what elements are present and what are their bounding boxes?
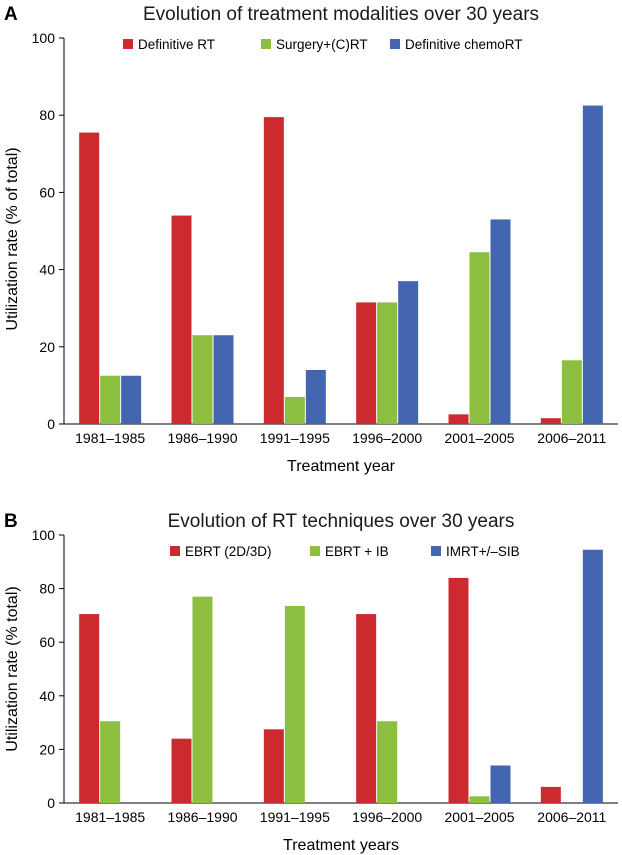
- panel-letter-a: A: [4, 4, 18, 25]
- bar-definitive-rt-1991-1995: [263, 117, 284, 424]
- x-tick-label: 2001–2005: [444, 809, 514, 825]
- y-axis-label-b: Utilization rate (% total): [4, 586, 21, 751]
- y-tick-label: 0: [47, 795, 55, 811]
- legend-swatch-ebrt-2d3d: [170, 546, 180, 556]
- bar-ebrt-ib-1981-1985: [100, 721, 121, 803]
- y-tick-label: 100: [32, 527, 56, 543]
- bar-ebrt-2d-3d-2001-2005: [448, 577, 469, 803]
- bar-imrt-sib-2006-2011: [582, 549, 603, 803]
- x-tick-label: 1996–2000: [352, 430, 422, 446]
- x-axis-label-b: Treatment years: [283, 837, 399, 854]
- bar-ebrt-ib-1986-1990: [192, 596, 213, 803]
- y-tick-label: 60: [39, 184, 55, 200]
- x-tick-label: 1991–1995: [260, 809, 330, 825]
- x-tick-label: 1981–1985: [75, 809, 145, 825]
- bar-definitive-chemort-1986-1990: [213, 335, 234, 424]
- legend-label-ebrt-2d3d: EBRT (2D/3D): [185, 544, 272, 559]
- x-tick-label: 1986–1990: [167, 430, 237, 446]
- y-tick-label: 60: [39, 634, 55, 650]
- panel-letter-b: B: [4, 511, 18, 532]
- x-tick-label: 1981–1985: [75, 430, 145, 446]
- y-tick-label: 20: [39, 741, 55, 757]
- bar-definitive-chemort-1996-2000: [398, 281, 419, 424]
- y-tick-label: 0: [47, 416, 55, 432]
- bar-surgery-c-rt-1981-1985: [100, 375, 121, 424]
- bar-definitive-chemort-1981-1985: [121, 375, 142, 424]
- bar-ebrt-ib-2001-2005: [469, 796, 490, 803]
- y-axis-label-a: Utilization rate (% of total): [4, 147, 21, 330]
- bar-surgery-c-rt-1991-1995: [284, 396, 305, 424]
- bar-surgery-c-rt-2006-2011: [561, 360, 582, 424]
- bar-definitive-rt-2001-2005: [448, 414, 469, 424]
- bar-surgery-c-rt-1986-1990: [192, 335, 213, 424]
- legend-swatch-imrt-sib: [431, 546, 441, 556]
- bar-definitive-chemort-1991-1995: [305, 369, 326, 424]
- legend-swatch-surgery-crt: [261, 39, 271, 49]
- x-tick-label: 2001–2005: [444, 430, 514, 446]
- legend-a: Definitive RT Surgery+(C)RT Definitive c…: [123, 37, 523, 52]
- y-tick-label: 80: [39, 581, 55, 597]
- bar-ebrt-ib-1991-1995: [284, 606, 305, 803]
- chart-title-a: Evolution of treatment modalities over 3…: [143, 4, 539, 25]
- y-tick-label: 40: [39, 688, 55, 704]
- x-tick-label: 2006–2011: [537, 430, 606, 446]
- bar-ebrt-2d-3d-1996-2000: [356, 614, 377, 803]
- x-tick-label: 1991–1995: [260, 430, 330, 446]
- y-tick-label: 100: [32, 30, 56, 46]
- bar-definitive-chemort-2001-2005: [490, 219, 511, 424]
- bar-ebrt-2d-3d-2006-2011: [540, 786, 561, 803]
- plot-area-a: 0 20 40 60 80 100 1981–1985 1986–1990 1991–1995 1…: [32, 30, 618, 446]
- bar-definitive-rt-1986-1990: [171, 215, 192, 424]
- y-tick-label: 40: [39, 262, 55, 278]
- bar-ebrt-2d-3d-1991-1995: [263, 729, 284, 803]
- legend-label-definitive-chemort: Definitive chemoRT: [405, 37, 523, 52]
- y-tick-label: 80: [39, 107, 55, 123]
- bar-ebrt-2d-3d-1981-1985: [79, 614, 100, 803]
- x-tick-label: 1986–1990: [167, 809, 237, 825]
- bar-surgery-c-rt-1996-2000: [377, 302, 398, 424]
- legend-label-imrt-sib: IMRT+/–SIB: [446, 544, 520, 559]
- legend-label-ebrt-ib: EBRT + IB: [325, 544, 389, 559]
- plot-area-b: 0 20 40 60 80 100 1981–1985 1986–1990 1991–1995 1…: [32, 527, 618, 825]
- bar-definitive-rt-2006-2011: [540, 418, 561, 424]
- x-tick-label: 2006–2011: [537, 809, 606, 825]
- y-tick-label: 20: [39, 339, 55, 355]
- legend-swatch-ebrt-ib: [310, 546, 320, 556]
- legend-label-surgery-crt: Surgery+(C)RT: [276, 37, 368, 52]
- legend-b: EBRT (2D/3D) EBRT + IB IMRT+/–SIB: [170, 544, 520, 559]
- bar-ebrt-2d-3d-1986-1990: [171, 738, 192, 803]
- bar-imrt-sib-2001-2005: [490, 765, 511, 803]
- bar-ebrt-ib-1996-2000: [377, 721, 398, 803]
- bar-surgery-c-rt-2001-2005: [469, 252, 490, 424]
- bar-definitive-rt-1981-1985: [79, 132, 100, 424]
- legend-label-definitive-rt: Definitive RT: [138, 37, 215, 52]
- chart-title-b: Evolution of RT techniques over 30 years: [168, 511, 515, 532]
- x-tick-label: 1996–2000: [352, 809, 422, 825]
- legend-swatch-definitive-rt: [123, 39, 133, 49]
- panel-b: B Evolution of RT techniques over 30 yea…: [4, 511, 618, 854]
- panel-a: A Evolution of treatment modalities over…: [4, 4, 618, 475]
- x-axis-label-a: Treatment year: [287, 458, 396, 475]
- bar-definitive-rt-1996-2000: [356, 302, 377, 424]
- legend-swatch-definitive-chemort: [390, 39, 400, 49]
- bar-definitive-chemort-2006-2011: [582, 105, 603, 425]
